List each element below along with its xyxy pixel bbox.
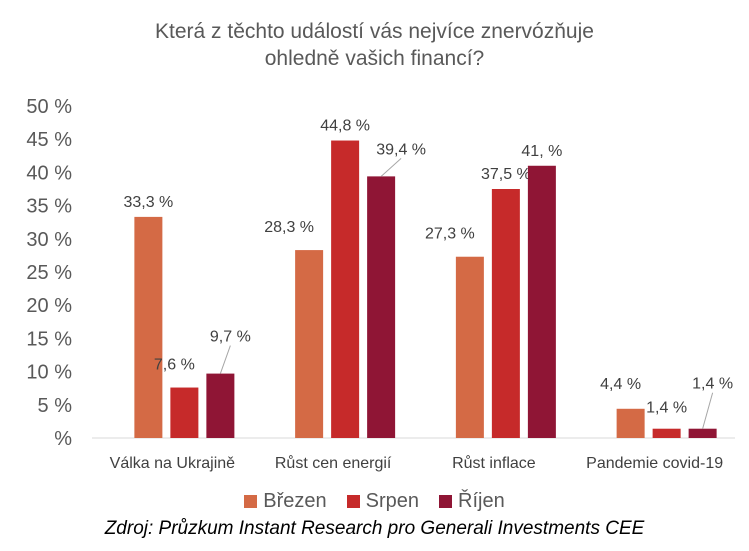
bar bbox=[616, 408, 645, 438]
y-tick-label: % bbox=[54, 428, 72, 450]
data-label: 28,3 % bbox=[264, 219, 314, 236]
y-tick-label: 40 % bbox=[26, 162, 72, 184]
legend-swatch-rijen bbox=[439, 495, 453, 508]
bar bbox=[206, 373, 235, 438]
legend-label-rijen: Říjen bbox=[458, 490, 505, 512]
data-label: 9,7 % bbox=[210, 329, 251, 346]
y-tick-label: 45 % bbox=[26, 129, 72, 151]
legend-swatch-brezen bbox=[244, 495, 258, 508]
legend: Březen Srpen Říjen bbox=[0, 490, 749, 513]
x-tick-label: Válka na Ukrajině bbox=[110, 455, 236, 472]
bar bbox=[134, 216, 163, 438]
bar bbox=[688, 428, 717, 438]
x-tick-label: Růst inflace bbox=[452, 454, 536, 472]
y-tick-label: 15 % bbox=[26, 328, 72, 350]
legend-item-srpen: Srpen bbox=[346, 490, 420, 513]
data-label: 44,8 % bbox=[320, 118, 370, 135]
y-tick-label: 25 % bbox=[26, 262, 72, 284]
data-label-leader bbox=[219, 345, 231, 374]
legend-swatch-srpen bbox=[346, 495, 360, 508]
y-tick-label: 35 % bbox=[26, 196, 72, 218]
bar bbox=[295, 250, 324, 438]
bar bbox=[652, 428, 681, 438]
bar bbox=[170, 387, 199, 438]
legend-label-srpen: Srpen bbox=[365, 490, 420, 512]
data-label-leader bbox=[380, 158, 402, 177]
data-label: 33,3 % bbox=[123, 194, 173, 211]
y-tick-label: 20 % bbox=[26, 295, 72, 317]
legend-label-brezen: Březen bbox=[263, 490, 327, 512]
bar bbox=[527, 165, 556, 438]
y-tick-label: 50 % bbox=[26, 96, 72, 118]
data-label: 1,4 % bbox=[692, 376, 733, 393]
chart-title: Která z těchto událostí vás nejvíce zner… bbox=[155, 20, 594, 70]
x-tick-label: Růst cen energií bbox=[275, 454, 392, 472]
data-label: 4,4 % bbox=[600, 376, 641, 393]
data-label-leader bbox=[702, 392, 714, 429]
y-tick-label: 5 % bbox=[38, 395, 73, 417]
legend-item-brezen: Březen bbox=[244, 490, 327, 513]
bar bbox=[491, 189, 520, 438]
bar bbox=[367, 176, 396, 438]
data-label: 7,6 % bbox=[154, 357, 195, 374]
legend-item-rijen: Říjen bbox=[439, 490, 505, 513]
x-tick-label: Pandemie covid-19 bbox=[586, 455, 723, 472]
data-label: 1,4 % bbox=[646, 400, 687, 417]
source-note: Zdroj: Průzkum Instant Research pro Gene… bbox=[104, 518, 645, 539]
y-tick-label: 10 % bbox=[26, 362, 72, 384]
bar bbox=[455, 256, 484, 438]
bar bbox=[331, 140, 360, 438]
data-label: 27,3 % bbox=[425, 226, 475, 243]
y-tick-label: 30 % bbox=[26, 229, 72, 251]
data-label: 37,5 % bbox=[481, 166, 531, 183]
data-label: 41, % bbox=[521, 143, 562, 160]
data-label: 39,4 % bbox=[376, 141, 426, 158]
